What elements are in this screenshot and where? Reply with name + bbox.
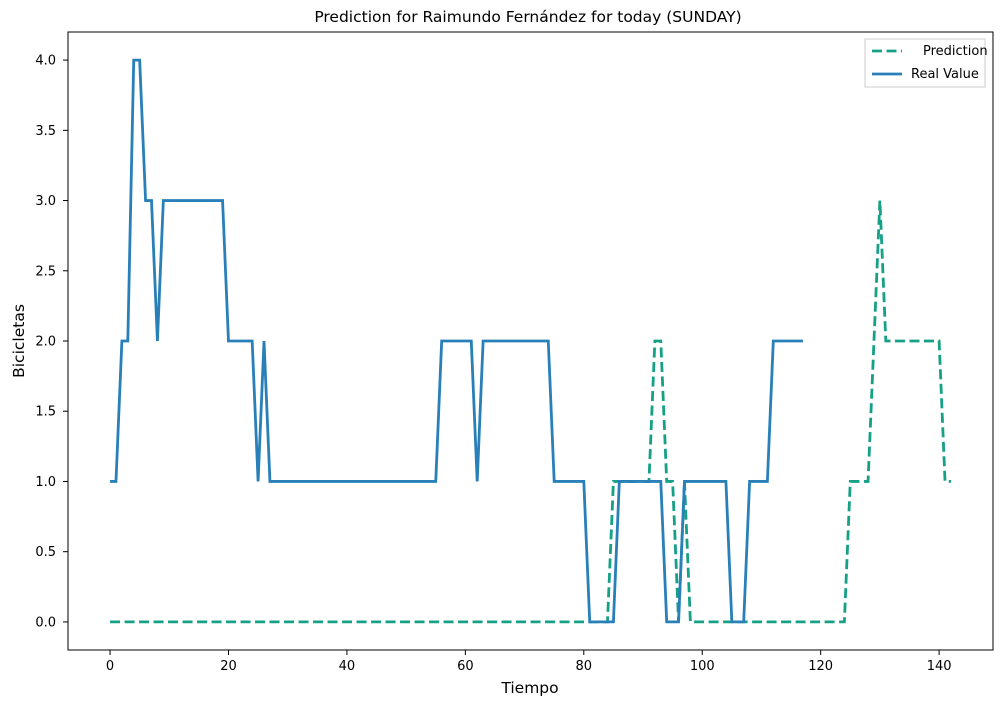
x-axis-label: Tiempo bbox=[500, 679, 558, 697]
legend-label-real-value: Real Value bbox=[911, 67, 979, 82]
x-tick-label: 120 bbox=[808, 659, 833, 674]
y-tick-label: 4.0 bbox=[35, 54, 56, 69]
chart-title: Prediction for Raimundo Fernández for to… bbox=[314, 8, 741, 26]
x-tick-label: 100 bbox=[690, 659, 715, 674]
x-tick-label: 60 bbox=[457, 659, 474, 674]
y-tick-label: 1.0 bbox=[35, 475, 56, 490]
series-layer bbox=[110, 58, 951, 624]
y-tick-label: 2.5 bbox=[35, 264, 56, 279]
y-axis: 0.0 0.5 1.0 1.5 2.0 2.5 3.0 3.5 4.0 bbox=[35, 54, 68, 630]
x-tick-label: 0 bbox=[106, 659, 114, 674]
y-tick-label: 3.5 bbox=[35, 124, 56, 139]
legend-label-prediction: Prediction bbox=[923, 44, 988, 59]
series-line-prediction bbox=[110, 200, 951, 624]
y-tick-label: 2.0 bbox=[35, 335, 56, 350]
y-axis-label: Bicicletas bbox=[10, 304, 28, 378]
x-axis: 0 20 40 60 80 100 120 140 bbox=[106, 650, 952, 674]
y-tick-label: 0.5 bbox=[35, 545, 56, 560]
legend-box bbox=[864, 38, 986, 88]
y-tick-label: 3.0 bbox=[35, 194, 56, 209]
x-tick-label: 80 bbox=[576, 659, 593, 674]
legend: Prediction Real Value bbox=[864, 38, 988, 88]
y-tick-label: 1.5 bbox=[35, 405, 56, 420]
x-tick-label: 20 bbox=[220, 659, 237, 674]
x-tick-label: 140 bbox=[927, 659, 952, 674]
series-line-real-value bbox=[110, 58, 803, 624]
x-tick-label: 40 bbox=[339, 659, 356, 674]
y-tick-label: 0.0 bbox=[35, 615, 56, 630]
